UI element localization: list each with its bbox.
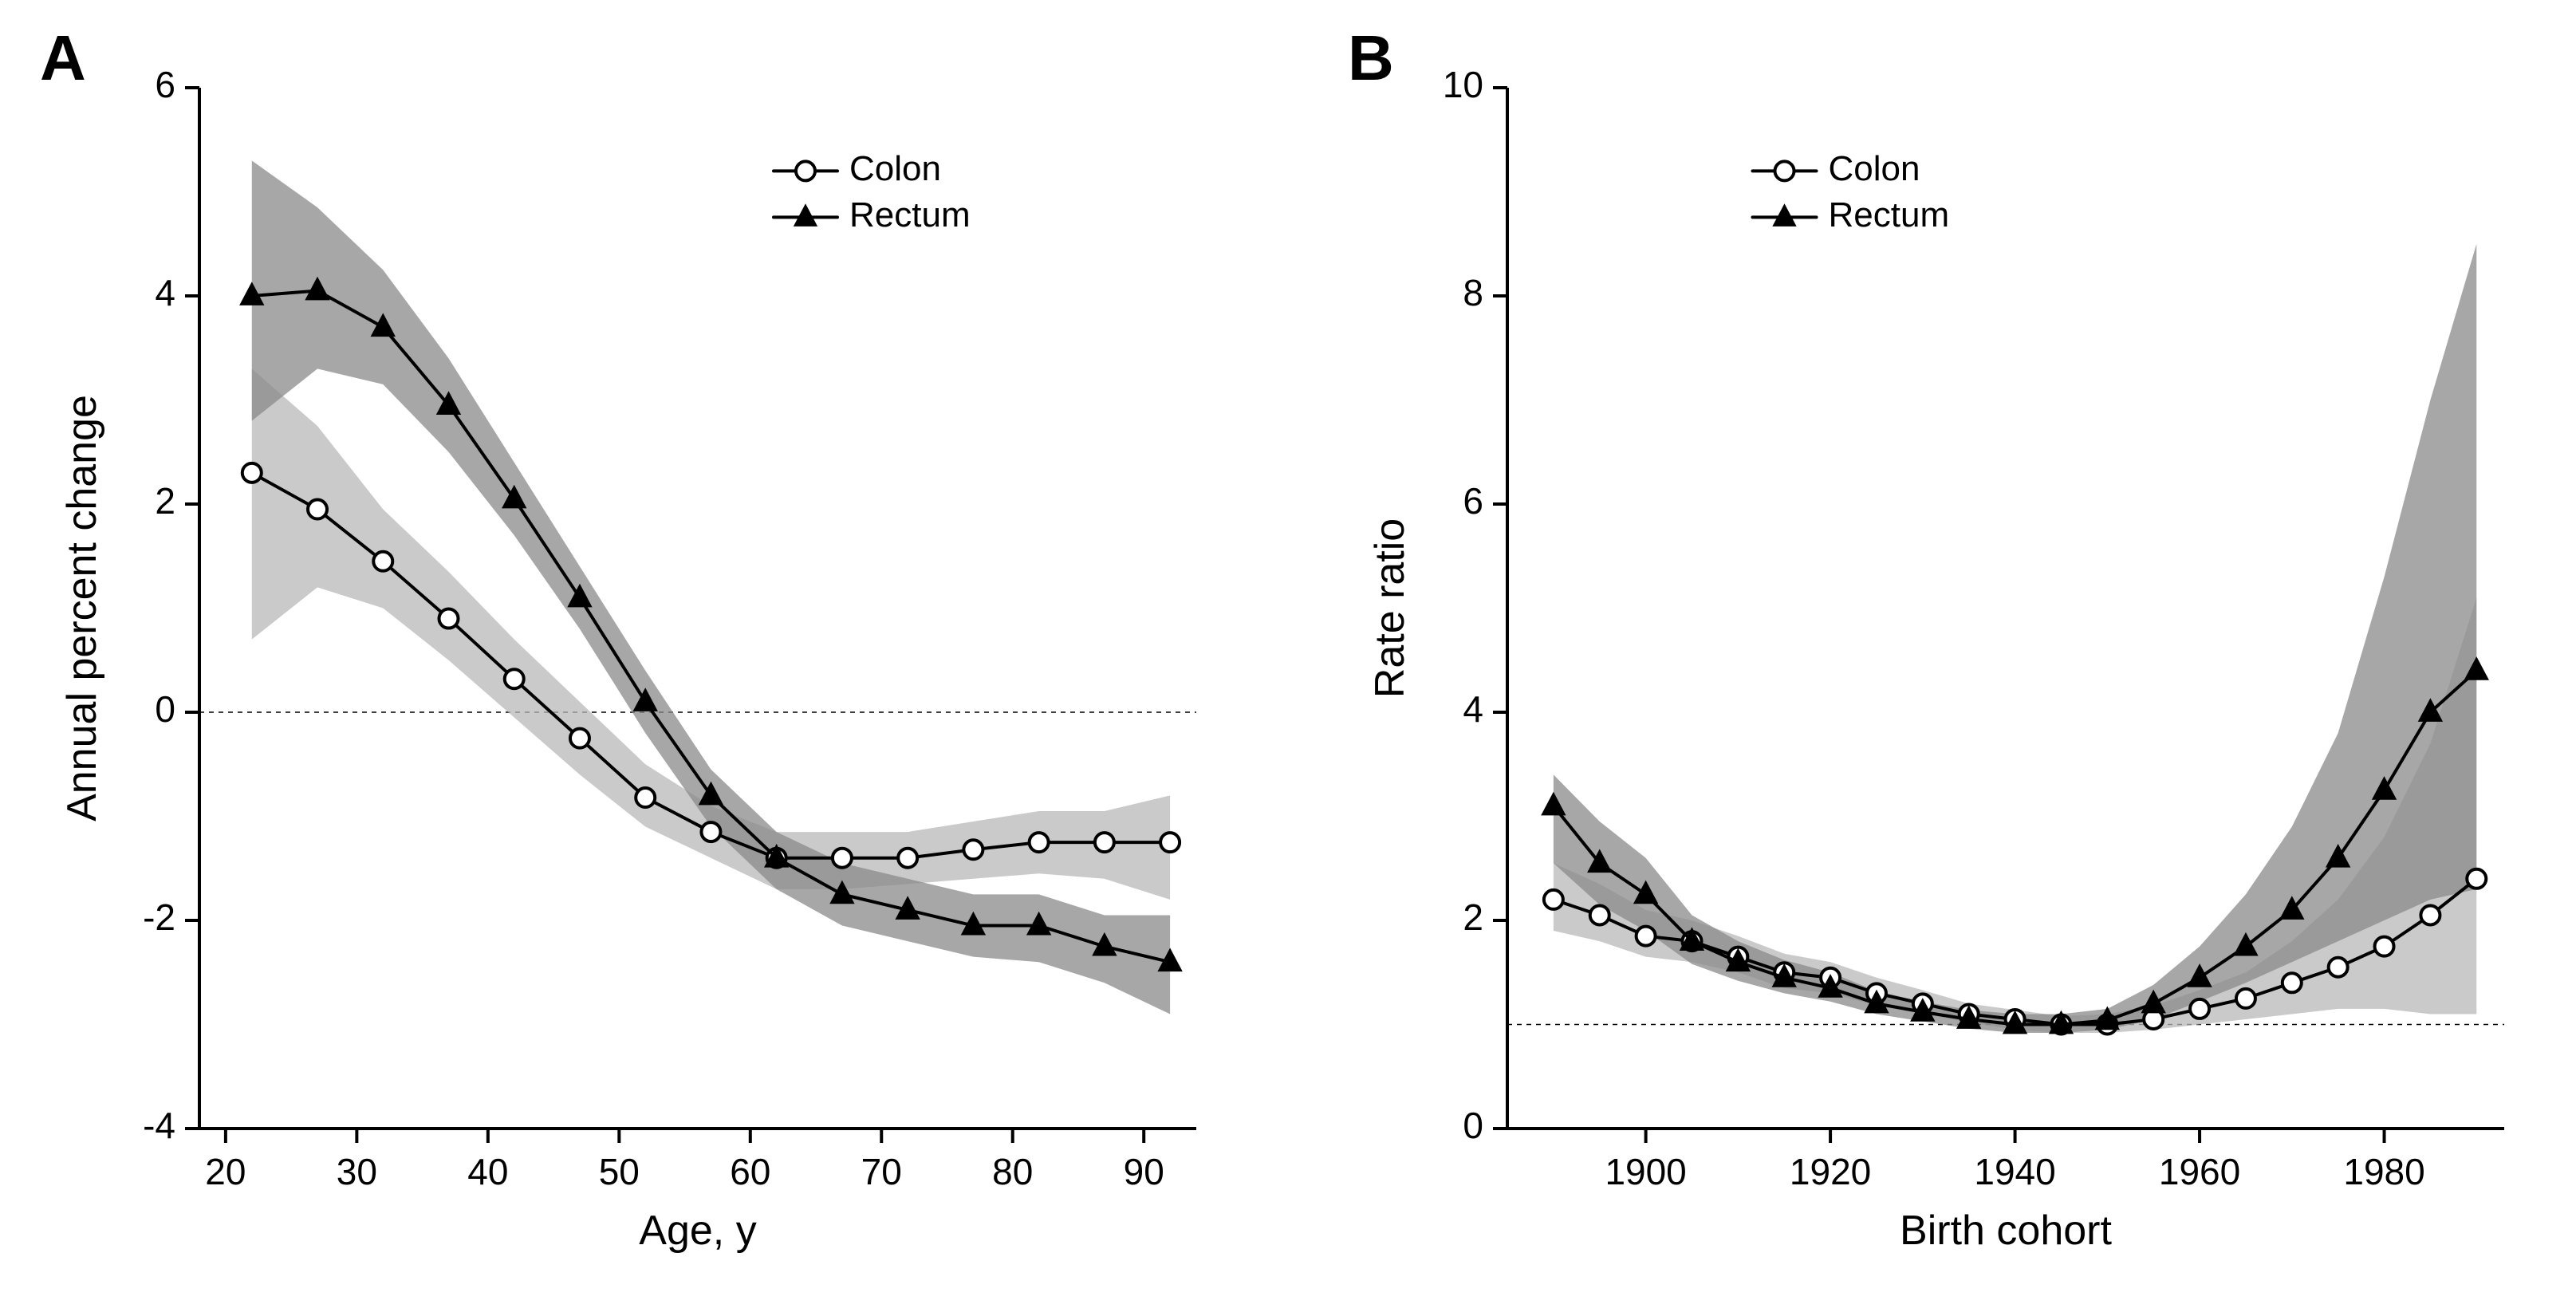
x-tick-label: 20 [205, 1151, 246, 1192]
marker-colon [1030, 833, 1049, 852]
x-tick-label: 1940 [1974, 1151, 2055, 1192]
y-tick-label: 2 [155, 480, 175, 522]
x-axis-title: Birth cohort [1900, 1208, 2112, 1254]
marker-colon [2467, 869, 2486, 888]
marker-colon [963, 840, 983, 859]
x-tick-label: 70 [861, 1151, 902, 1192]
y-tick-label: 0 [1463, 1105, 1483, 1146]
ci-band-rectum [1554, 244, 2476, 1033]
x-axis-title: Age, y [639, 1208, 756, 1254]
panel-B: B 1900 1920 1940 1960 1980 0 2 4 6 8 10 Birth cohort… [1340, 24, 2552, 1280]
marker-colon [898, 849, 917, 868]
marker-colon [636, 788, 655, 807]
y-axis-title: Rate ratio [1367, 518, 1413, 698]
x-tick-label: 50 [599, 1151, 640, 1192]
x-tick-label: 1960 [2159, 1151, 2240, 1192]
marker-colon [701, 822, 720, 841]
y-tick-label: 2 [1463, 896, 1483, 938]
legend-label-colon: Colon [1829, 149, 1920, 188]
legend-marker-colon [1775, 161, 1794, 180]
legend-marker-rectum [795, 205, 817, 226]
legend-label-colon: Colon [849, 149, 941, 188]
y-tick-label: 4 [155, 272, 175, 313]
legend-label-rectum: Rectum [1829, 195, 1950, 234]
panel-label: A [40, 24, 86, 93]
legend-marker-rectum [1774, 205, 1795, 226]
x-tick-label: 80 [992, 1151, 1033, 1192]
figure: A2030405060708090-4-20246Age, yAnnual pe… [0, 0, 2576, 1312]
marker-colon [2236, 989, 2255, 1008]
y-axis-title: Annual percent change [59, 395, 105, 821]
marker-colon [373, 552, 392, 571]
y-tick-label: 10 [1443, 64, 1483, 105]
marker-colon [2329, 958, 2348, 977]
y-tick-label: -4 [143, 1105, 175, 1146]
marker-colon [1160, 833, 1180, 852]
x-tick-label: 90 [1124, 1151, 1164, 1192]
panel-A: A 20 30 40 50 60 70 80 90 -4 -2 0 2 4 6 Age, y Annual pe… [32, 24, 1244, 1280]
x-tick-label: 60 [730, 1151, 770, 1192]
marker-colon [1590, 905, 1609, 924]
x-tick-label: 40 [467, 1151, 508, 1192]
marker-colon [308, 500, 327, 519]
marker-colon [2375, 937, 2394, 956]
y-tick-label: 6 [1463, 480, 1483, 522]
marker-colon [1544, 890, 1563, 909]
marker-colon [2283, 973, 2302, 992]
marker-colon [242, 463, 262, 483]
x-tick-label: 30 [337, 1151, 377, 1192]
marker-colon [505, 669, 524, 688]
x-tick-label: 1980 [2343, 1151, 2424, 1192]
legend-label-rectum: Rectum [849, 195, 971, 234]
marker-colon [1095, 833, 1114, 852]
x-tick-label: 1920 [1790, 1151, 1871, 1192]
marker-colon [2420, 905, 2440, 924]
y-tick-label: 8 [1463, 272, 1483, 313]
marker-colon [1637, 927, 1656, 946]
marker-colon [439, 609, 459, 628]
marker-colon [833, 849, 852, 868]
legend-marker-colon [796, 161, 815, 180]
y-tick-label: 6 [155, 64, 175, 105]
y-tick-label: -2 [143, 896, 175, 938]
panel-label: B [1348, 24, 1394, 93]
marker-colon [570, 729, 589, 748]
y-tick-label: 0 [155, 688, 175, 730]
x-tick-label: 1900 [1605, 1151, 1686, 1192]
y-tick-label: 4 [1463, 688, 1483, 730]
marker-colon [2190, 999, 2209, 1018]
